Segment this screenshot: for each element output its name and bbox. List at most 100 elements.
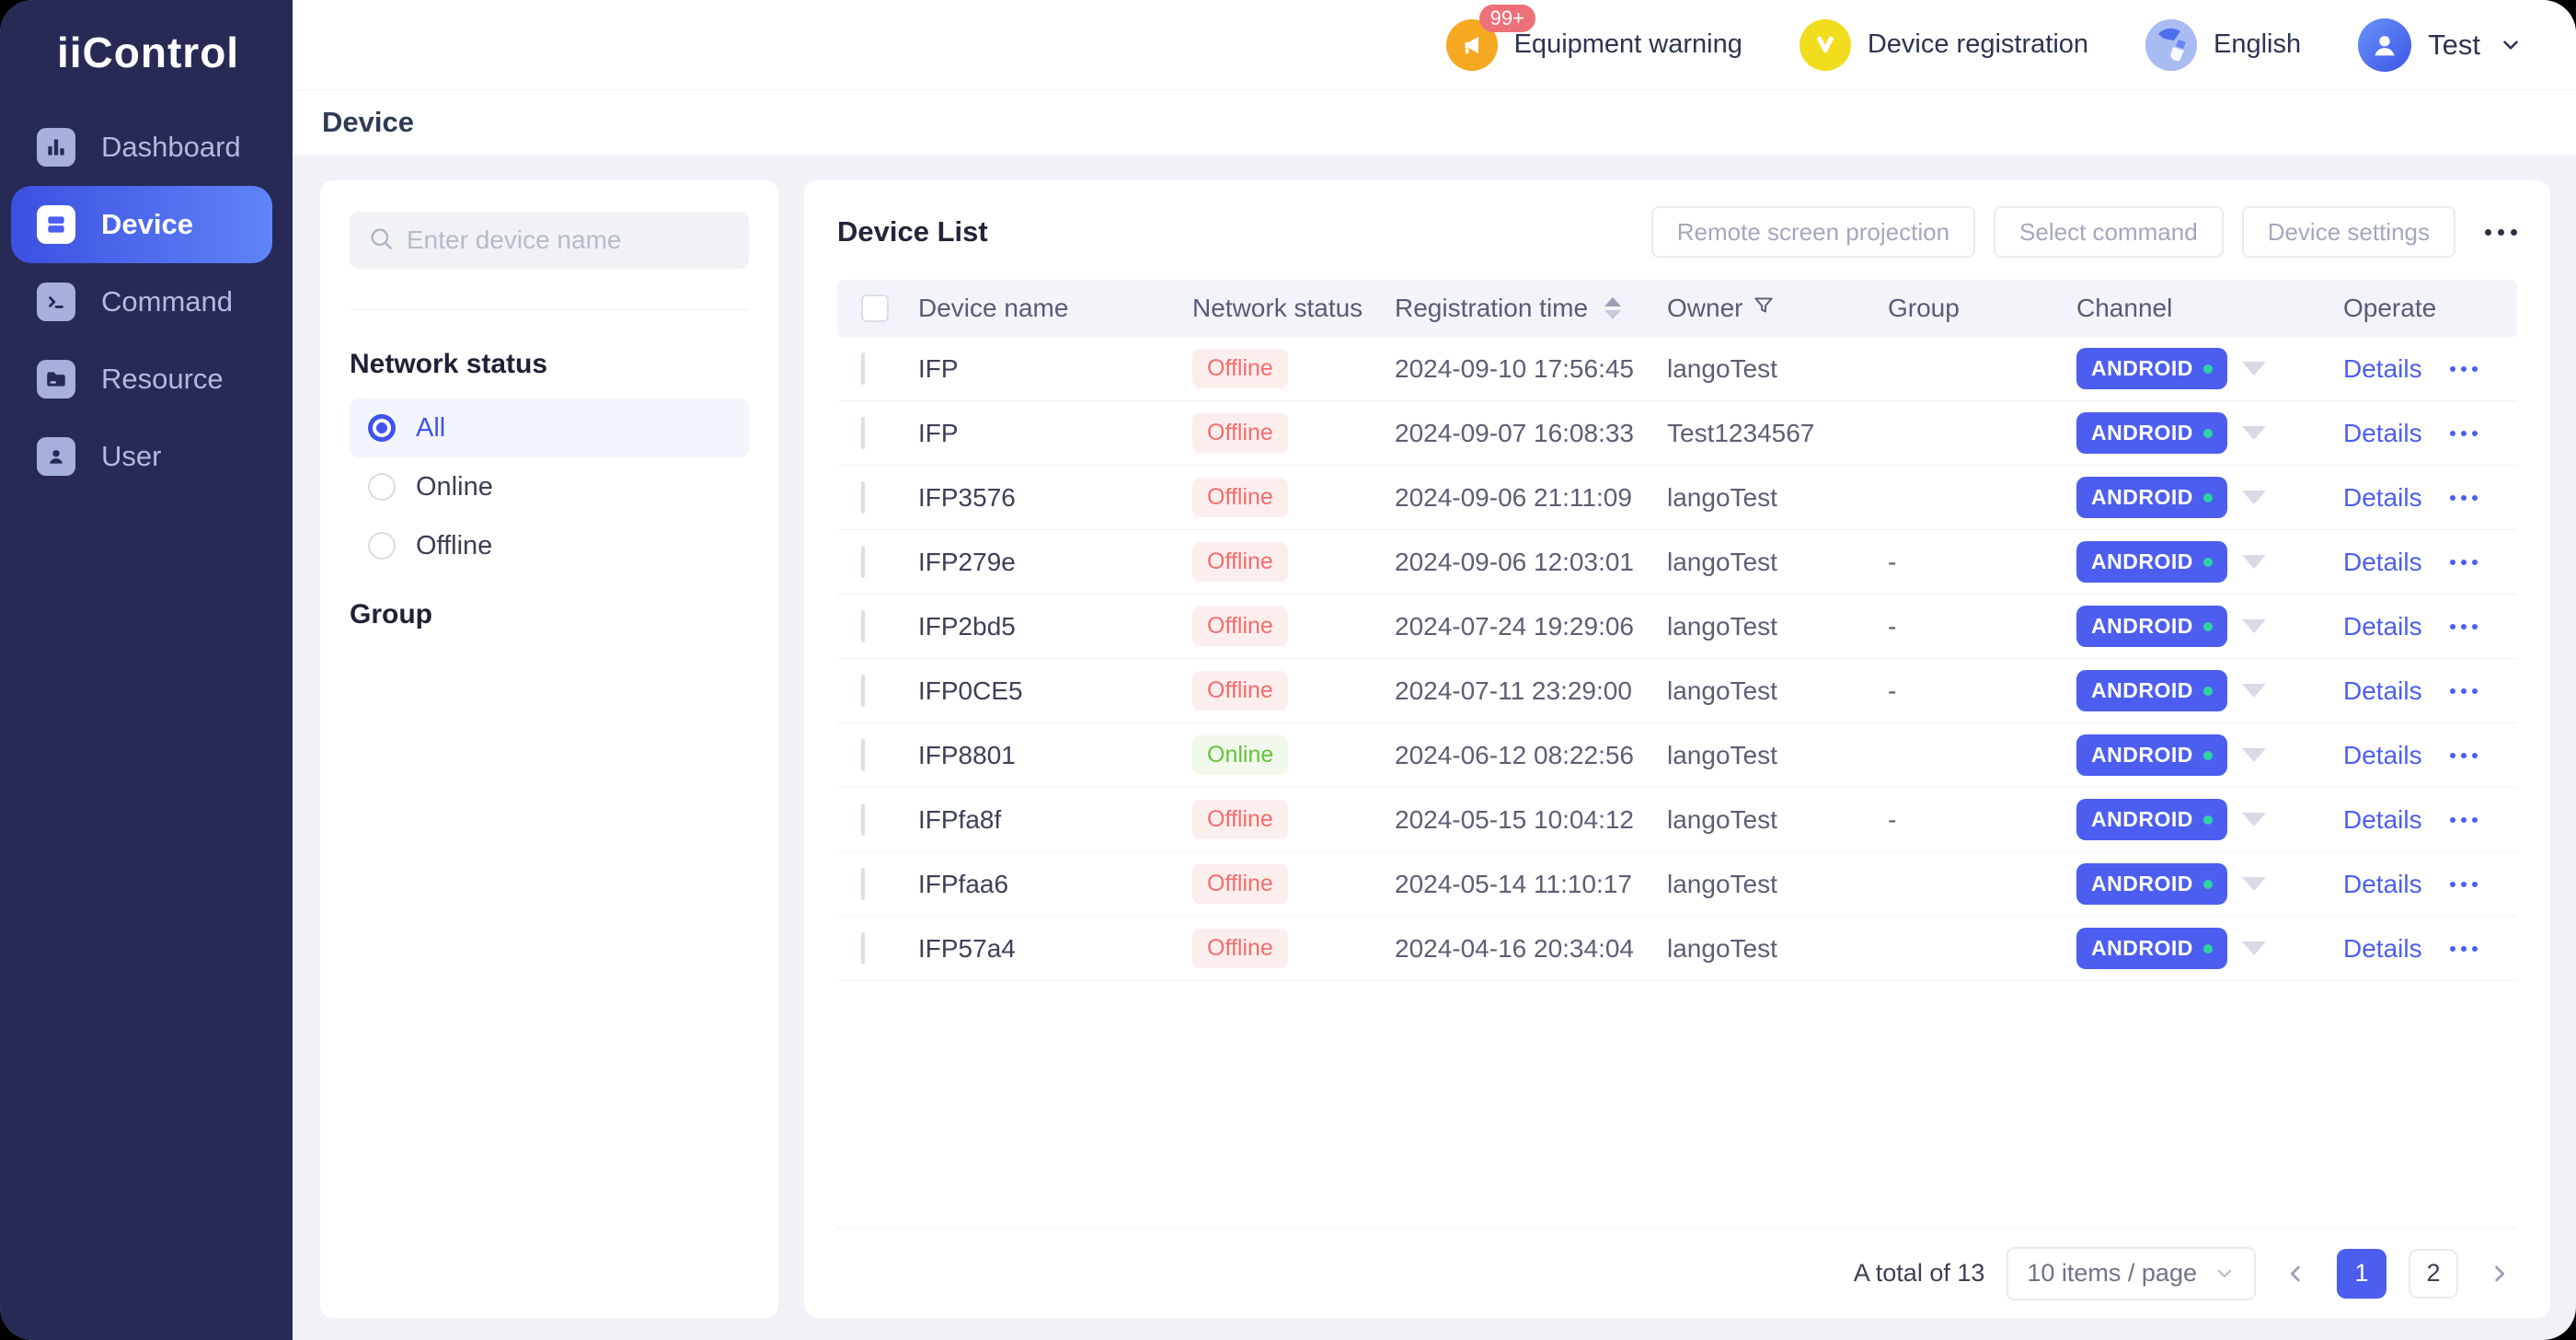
details-link[interactable]: Details [2343, 612, 2422, 641]
radio-option-online[interactable]: Online [350, 457, 749, 516]
search-input[interactable] [407, 225, 730, 255]
row-more-icon[interactable] [2450, 946, 2478, 952]
more-actions-icon[interactable] [2485, 229, 2517, 236]
owner: langoTest [1667, 612, 1888, 641]
select-all-checkbox[interactable] [861, 295, 889, 322]
registration-time: 2024-09-10 17:56:45 [1395, 354, 1667, 384]
sidebar-item-dashboard[interactable]: Dashboard [11, 109, 272, 186]
row-checkbox[interactable] [861, 610, 865, 642]
row-checkbox[interactable] [861, 868, 865, 900]
details-link[interactable]: Details [2343, 483, 2422, 513]
col-group: Group [1888, 294, 2076, 323]
channel-badge[interactable]: ANDROID [2076, 412, 2227, 454]
channel-caret-icon[interactable] [2242, 619, 2266, 633]
table-header: Device name Network status Registration … [837, 280, 2517, 337]
row-checkbox[interactable] [861, 803, 865, 836]
page-size-select[interactable]: 10 items / page [2007, 1247, 2256, 1300]
sidebar-item-user[interactable]: User [11, 418, 272, 495]
row-more-icon[interactable] [2450, 495, 2478, 501]
remote-screen-projection-button[interactable]: Remote screen projection [1651, 206, 1975, 258]
row-checkbox[interactable] [861, 417, 865, 449]
channel-badge[interactable]: ANDROID [2076, 799, 2227, 840]
status-badge: Offline [1192, 671, 1288, 710]
device-list-panel: Device List Remote screen projection Sel… [804, 180, 2550, 1318]
channel-badge[interactable]: ANDROID [2076, 541, 2227, 583]
channel-badge[interactable]: ANDROID [2076, 606, 2227, 647]
owner: langoTest [1667, 354, 1888, 384]
col-channel: Channel [2076, 294, 2343, 323]
details-link[interactable]: Details [2343, 805, 2422, 835]
channel-caret-icon[interactable] [2242, 362, 2266, 375]
user-menu[interactable]: Test [2358, 18, 2523, 72]
device-settings-button[interactable]: Device settings [2242, 206, 2455, 258]
row-more-icon[interactable] [2450, 882, 2478, 887]
channel-caret-icon[interactable] [2242, 813, 2266, 826]
language-selector[interactable]: English [2145, 19, 2301, 71]
channel-caret-icon[interactable] [2242, 555, 2266, 569]
row-more-icon[interactable] [2450, 817, 2478, 823]
row-more-icon[interactable] [2450, 688, 2478, 694]
channel-caret-icon[interactable] [2242, 684, 2266, 698]
channel-caret-icon[interactable] [2242, 491, 2266, 504]
row-checkbox[interactable] [861, 352, 865, 385]
row-checkbox[interactable] [861, 739, 865, 771]
status-badge: Offline [1192, 864, 1288, 904]
sidebar-item-command[interactable]: Command [11, 263, 272, 341]
details-link[interactable]: Details [2343, 354, 2422, 384]
row-checkbox[interactable] [861, 481, 865, 514]
table-row: IFP3576 Offline 2024-09-06 21:11:09 lang… [837, 466, 2517, 530]
radio-option-all[interactable]: All [350, 399, 749, 457]
device-name: IFP0CE5 [918, 676, 1192, 706]
row-checkbox[interactable] [861, 675, 865, 707]
device-search[interactable] [350, 212, 749, 269]
radio-label: All [416, 413, 445, 444]
row-more-icon[interactable] [2450, 431, 2478, 436]
select-command-button[interactable]: Select command [1994, 206, 2224, 258]
details-link[interactable]: Details [2343, 676, 2422, 706]
channel-status-dot [2203, 493, 2213, 502]
channel-badge[interactable]: ANDROID [2076, 863, 2227, 905]
channel-badge[interactable]: ANDROID [2076, 477, 2227, 518]
sidebar: iiControl Dashboard Device Command [0, 0, 293, 1340]
row-more-icon[interactable] [2450, 366, 2478, 372]
next-page-button[interactable] [2480, 1261, 2517, 1287]
row-more-icon[interactable] [2450, 624, 2478, 630]
channel-caret-icon[interactable] [2242, 748, 2266, 762]
filter-funnel-icon[interactable] [1752, 294, 1776, 324]
details-link[interactable]: Details [2343, 870, 2422, 899]
radio-option-offline[interactable]: Offline [350, 516, 749, 575]
sidebar-item-device[interactable]: Device [11, 186, 272, 263]
table-row: IFP279e Offline 2024-09-06 12:03:01 lang… [837, 530, 2517, 595]
group: - [1888, 805, 2076, 835]
sidebar-item-resource[interactable]: Resource [11, 341, 272, 418]
row-more-icon[interactable] [2450, 753, 2478, 758]
filter-panel: Network status All Online Offline [320, 180, 778, 1318]
channel-caret-icon[interactable] [2242, 426, 2266, 440]
language-label: English [2214, 29, 2301, 60]
channel-caret-icon[interactable] [2242, 877, 2266, 891]
device-icon [37, 205, 75, 244]
row-checkbox[interactable] [861, 546, 865, 578]
channel-badge[interactable]: ANDROID [2076, 348, 2227, 389]
device-registration-button[interactable]: Device registration [1800, 19, 2088, 71]
channel-badge[interactable]: ANDROID [2076, 928, 2227, 969]
sort-icon[interactable] [1604, 297, 1621, 319]
channel-badge[interactable]: ANDROID [2076, 670, 2227, 711]
details-link[interactable]: Details [2343, 741, 2422, 770]
details-link[interactable]: Details [2343, 419, 2422, 448]
row-checkbox[interactable] [861, 932, 865, 965]
details-link[interactable]: Details [2343, 548, 2422, 577]
table-row: IFP Offline 2024-09-07 16:08:33 Test1234… [837, 401, 2517, 466]
details-link[interactable]: Details [2343, 934, 2422, 964]
owner: langoTest [1667, 741, 1888, 770]
channel-badge[interactable]: ANDROID [2076, 734, 2227, 776]
page-2-button[interactable]: 2 [2409, 1249, 2458, 1299]
equipment-warning-button[interactable]: 99+ Equipment warning [1446, 19, 1742, 71]
owner: Test1234567 [1667, 419, 1888, 448]
page-1-button[interactable]: 1 [2337, 1249, 2386, 1299]
table-row: IFPfa8f Offline 2024-05-15 10:04:12 lang… [837, 788, 2517, 852]
prev-page-button[interactable] [2278, 1261, 2315, 1287]
channel-caret-icon[interactable] [2242, 941, 2266, 955]
sidebar-nav: Dashboard Device Command Resource [0, 109, 293, 495]
row-more-icon[interactable] [2450, 560, 2478, 565]
